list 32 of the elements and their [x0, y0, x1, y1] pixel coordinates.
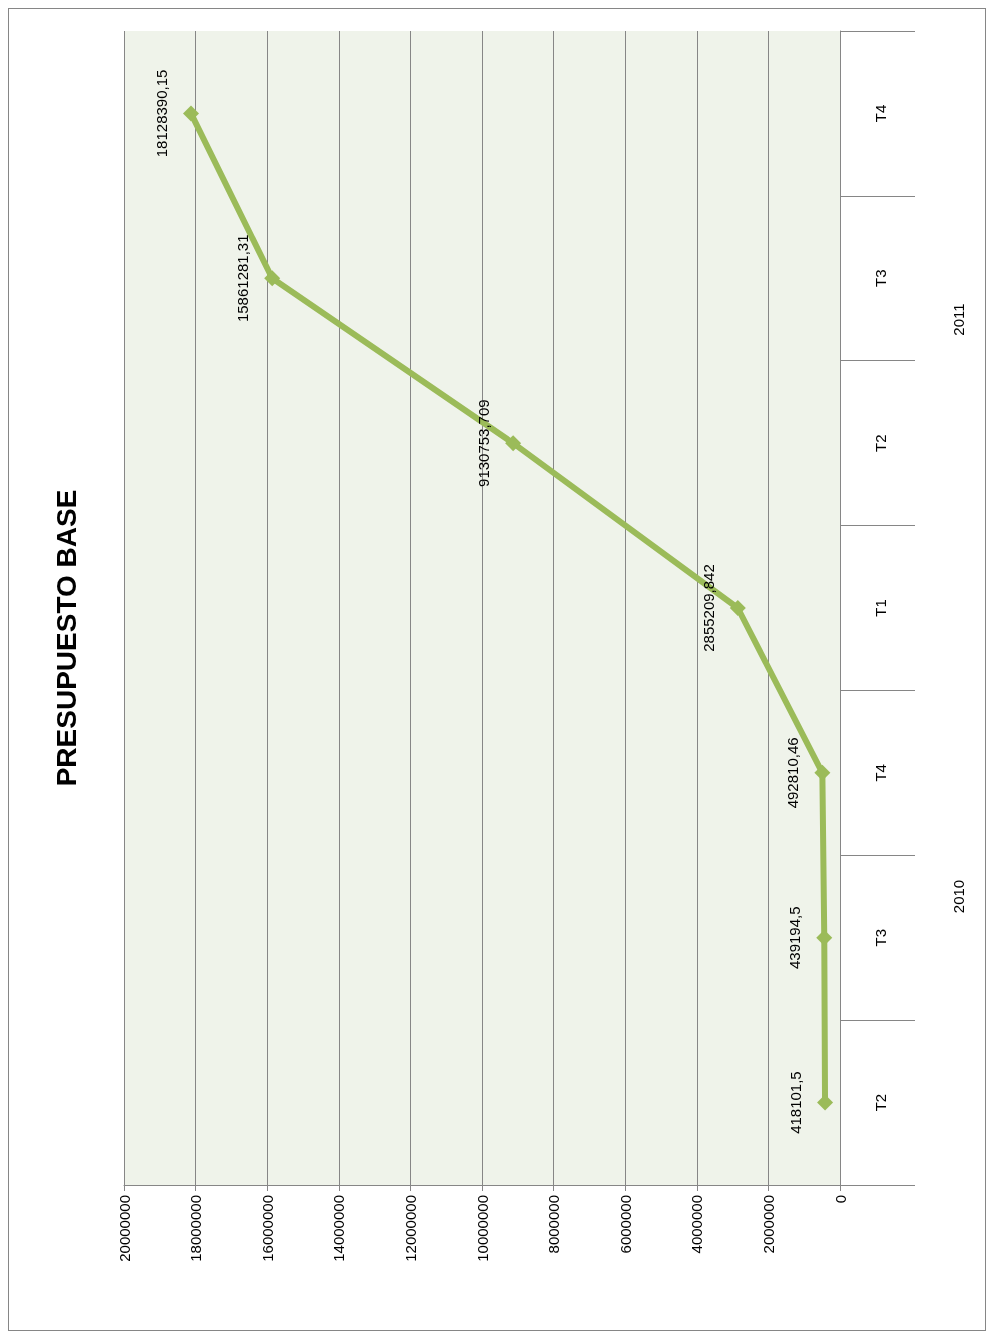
- x-tick-label: 4000000: [688, 1195, 706, 1254]
- y-tick-label: T1: [871, 599, 889, 617]
- point: [183, 105, 199, 122]
- data-label: 15861281,31: [234, 234, 252, 323]
- text: 2010: [949, 879, 967, 914]
- y-tick-label: T2: [871, 1093, 889, 1112]
- y-tick-label: T3: [871, 928, 889, 947]
- y-tick-label: T4: [871, 764, 889, 782]
- point: [505, 435, 522, 452]
- data-label: 18128390,15: [153, 69, 170, 158]
- text: PRESUPUESTO BASE: [50, 489, 82, 787]
- y-tick-label: T3: [871, 269, 889, 288]
- y-tick-label: T2: [871, 434, 889, 452]
- x-tick-label: 6000000: [616, 1195, 634, 1254]
- x-tick-label: 18000000: [187, 1195, 205, 1262]
- x-tick-label: 10000000: [473, 1195, 491, 1262]
- point: [729, 600, 746, 616]
- data-label: 9130753,709: [475, 399, 493, 487]
- x-tick-label: 20000000: [115, 1195, 133, 1262]
- data-label: 439194,5: [786, 906, 804, 969]
- point: [264, 270, 281, 287]
- x-tick-label: 16000000: [258, 1195, 276, 1262]
- x-tick-label: 14000000: [330, 1195, 348, 1262]
- data-label: 2855209,842: [699, 564, 717, 652]
- x-tick-label: 8000000: [545, 1195, 563, 1254]
- data-label: 418101,5: [787, 1071, 805, 1134]
- y-tick-label: T4: [871, 104, 889, 123]
- text: 2011: [949, 303, 967, 336]
- x-tick-label: 12000000: [401, 1195, 419, 1262]
- x-tick-label: 0: [831, 1195, 849, 1204]
- x-tick-label: 2000000: [759, 1195, 777, 1254]
- data-label: 492810,46: [784, 737, 802, 809]
